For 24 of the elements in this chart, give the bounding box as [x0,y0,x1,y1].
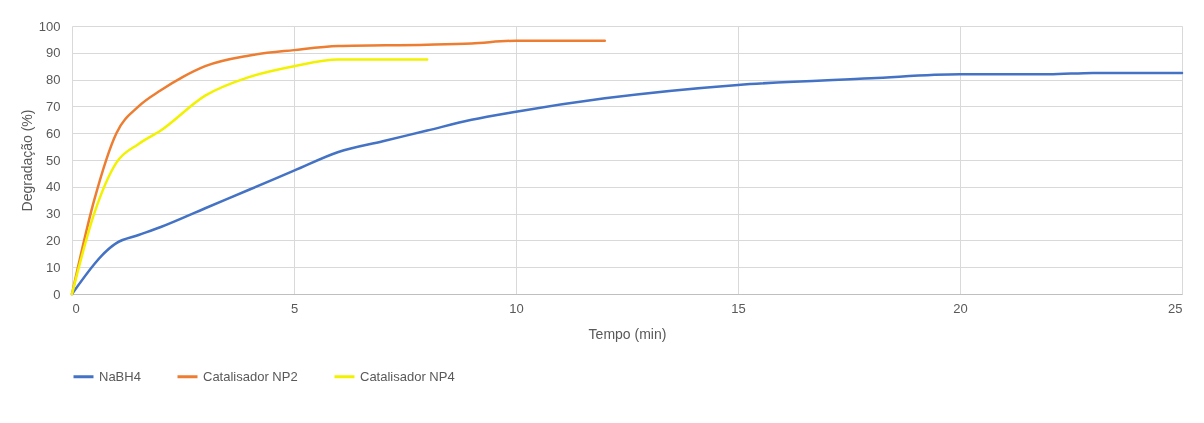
line-series [70,71,1184,296]
x-tick-label: 15 [731,300,746,316]
y-tick-label: 100 [38,18,61,34]
y-tick-label: 0 [53,286,61,302]
legend-label: Catalisador NP2 [203,368,298,384]
x-tick-label: 0 [72,300,80,316]
line-series [70,58,429,296]
legend-label: Catalisador NP4 [360,368,455,384]
y-tick-label: 80 [46,72,61,88]
legend-label: NaBH4 [99,368,141,384]
y-tick-label: 90 [46,45,61,61]
y-tick-label: 70 [46,98,61,114]
y-tick-label: 60 [46,125,61,141]
y-tick-label: 50 [46,152,61,168]
x-tick-label: 25 [1168,300,1183,316]
x-tick-label: 5 [290,300,299,316]
y-tick-label: 20 [46,232,61,248]
y-tick-label: 40 [46,179,61,195]
y-tick-label: 30 [46,206,61,222]
x-axis-title: Tempo (min) [588,325,667,342]
y-axis-title: Degradação (%) [18,109,35,212]
x-tick-label: 10 [509,300,524,316]
y-tick-label: 10 [46,259,61,275]
x-tick-label: 20 [953,300,968,316]
